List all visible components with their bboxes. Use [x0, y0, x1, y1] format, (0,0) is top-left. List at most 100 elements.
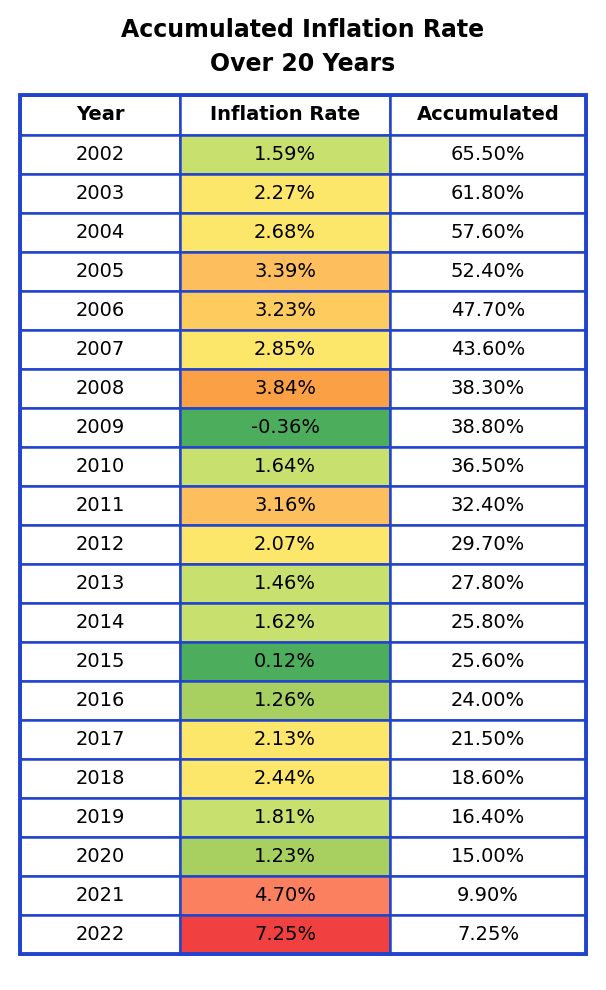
Text: 36.50%: 36.50% — [451, 457, 525, 476]
Text: 27.80%: 27.80% — [451, 574, 525, 593]
Bar — [180, 252, 390, 291]
Text: -0.36%: -0.36% — [250, 418, 319, 437]
Text: 2009: 2009 — [75, 418, 125, 437]
Bar — [180, 447, 390, 486]
Bar — [20, 291, 180, 330]
Text: 0.12%: 0.12% — [254, 652, 316, 671]
Text: 2011: 2011 — [75, 496, 125, 515]
Text: 2014: 2014 — [75, 613, 125, 632]
Text: Accumulated Inflation Rate: Accumulated Inflation Rate — [121, 18, 485, 42]
Text: 2.13%: 2.13% — [254, 730, 316, 749]
Bar — [180, 213, 390, 252]
Text: 16.40%: 16.40% — [451, 808, 525, 827]
Text: 2019: 2019 — [75, 808, 125, 827]
Text: Year: Year — [76, 106, 124, 125]
Text: 2007: 2007 — [75, 340, 125, 359]
Text: 7.25%: 7.25% — [457, 925, 519, 944]
Bar — [390, 291, 586, 330]
Text: 1.81%: 1.81% — [254, 808, 316, 827]
Text: 2012: 2012 — [75, 535, 125, 554]
Text: 2017: 2017 — [75, 730, 125, 749]
Bar — [390, 447, 586, 486]
Text: Over 20 Years: Over 20 Years — [210, 52, 396, 76]
Text: 2003: 2003 — [75, 184, 125, 203]
Text: 1.64%: 1.64% — [254, 457, 316, 476]
Text: 2016: 2016 — [75, 691, 125, 710]
Text: 2010: 2010 — [75, 457, 125, 476]
Bar — [180, 876, 390, 915]
Bar — [20, 798, 180, 837]
Bar — [180, 408, 390, 447]
Bar — [390, 174, 586, 213]
Text: 2013: 2013 — [75, 574, 125, 593]
Bar — [180, 525, 390, 564]
Bar — [180, 720, 390, 759]
Text: Accumulated: Accumulated — [417, 106, 559, 125]
Text: 3.16%: 3.16% — [254, 496, 316, 515]
Bar — [390, 759, 586, 798]
Bar — [390, 876, 586, 915]
Bar — [390, 915, 586, 954]
Bar — [390, 330, 586, 369]
Text: 2008: 2008 — [75, 379, 125, 398]
Text: 2.07%: 2.07% — [254, 535, 316, 554]
Bar — [180, 564, 390, 603]
Bar — [180, 369, 390, 408]
Text: 43.60%: 43.60% — [451, 340, 525, 359]
Bar — [20, 564, 180, 603]
Bar — [20, 408, 180, 447]
Bar — [20, 95, 180, 135]
Text: 57.60%: 57.60% — [451, 223, 525, 242]
Bar — [390, 135, 586, 174]
Bar — [20, 759, 180, 798]
Text: 2.27%: 2.27% — [254, 184, 316, 203]
Text: 25.60%: 25.60% — [451, 652, 525, 671]
Text: 1.59%: 1.59% — [254, 145, 316, 164]
Bar — [180, 486, 390, 525]
Bar — [390, 603, 586, 642]
Text: 2005: 2005 — [75, 262, 125, 281]
Bar — [390, 837, 586, 876]
Bar — [180, 759, 390, 798]
Bar — [180, 174, 390, 213]
Text: 61.80%: 61.80% — [451, 184, 525, 203]
Text: 2006: 2006 — [75, 301, 125, 320]
Text: 2021: 2021 — [75, 886, 125, 905]
Bar — [20, 330, 180, 369]
Text: 3.84%: 3.84% — [254, 379, 316, 398]
Bar — [390, 369, 586, 408]
Text: 3.23%: 3.23% — [254, 301, 316, 320]
Text: 38.80%: 38.80% — [451, 418, 525, 437]
Bar — [390, 95, 586, 135]
Bar — [20, 603, 180, 642]
Bar — [20, 915, 180, 954]
Bar — [390, 486, 586, 525]
Bar — [390, 681, 586, 720]
Bar — [390, 252, 586, 291]
Text: 1.62%: 1.62% — [254, 613, 316, 632]
Text: Inflation Rate: Inflation Rate — [210, 106, 360, 125]
Bar — [20, 720, 180, 759]
Bar — [20, 135, 180, 174]
Text: 65.50%: 65.50% — [451, 145, 525, 164]
Text: 2.44%: 2.44% — [254, 769, 316, 788]
Bar — [180, 642, 390, 681]
Text: 32.40%: 32.40% — [451, 496, 525, 515]
Bar — [180, 915, 390, 954]
Text: 2022: 2022 — [75, 925, 125, 944]
Bar — [180, 798, 390, 837]
Bar — [180, 95, 390, 135]
Text: 29.70%: 29.70% — [451, 535, 525, 554]
Bar — [180, 603, 390, 642]
Text: 18.60%: 18.60% — [451, 769, 525, 788]
Text: 24.00%: 24.00% — [451, 691, 525, 710]
Bar — [20, 681, 180, 720]
Bar — [180, 135, 390, 174]
Text: 2020: 2020 — [75, 847, 125, 866]
Text: 7.25%: 7.25% — [254, 925, 316, 944]
Bar — [20, 525, 180, 564]
Text: 1.23%: 1.23% — [254, 847, 316, 866]
Bar — [180, 330, 390, 369]
Text: 38.30%: 38.30% — [451, 379, 525, 398]
Bar — [20, 876, 180, 915]
